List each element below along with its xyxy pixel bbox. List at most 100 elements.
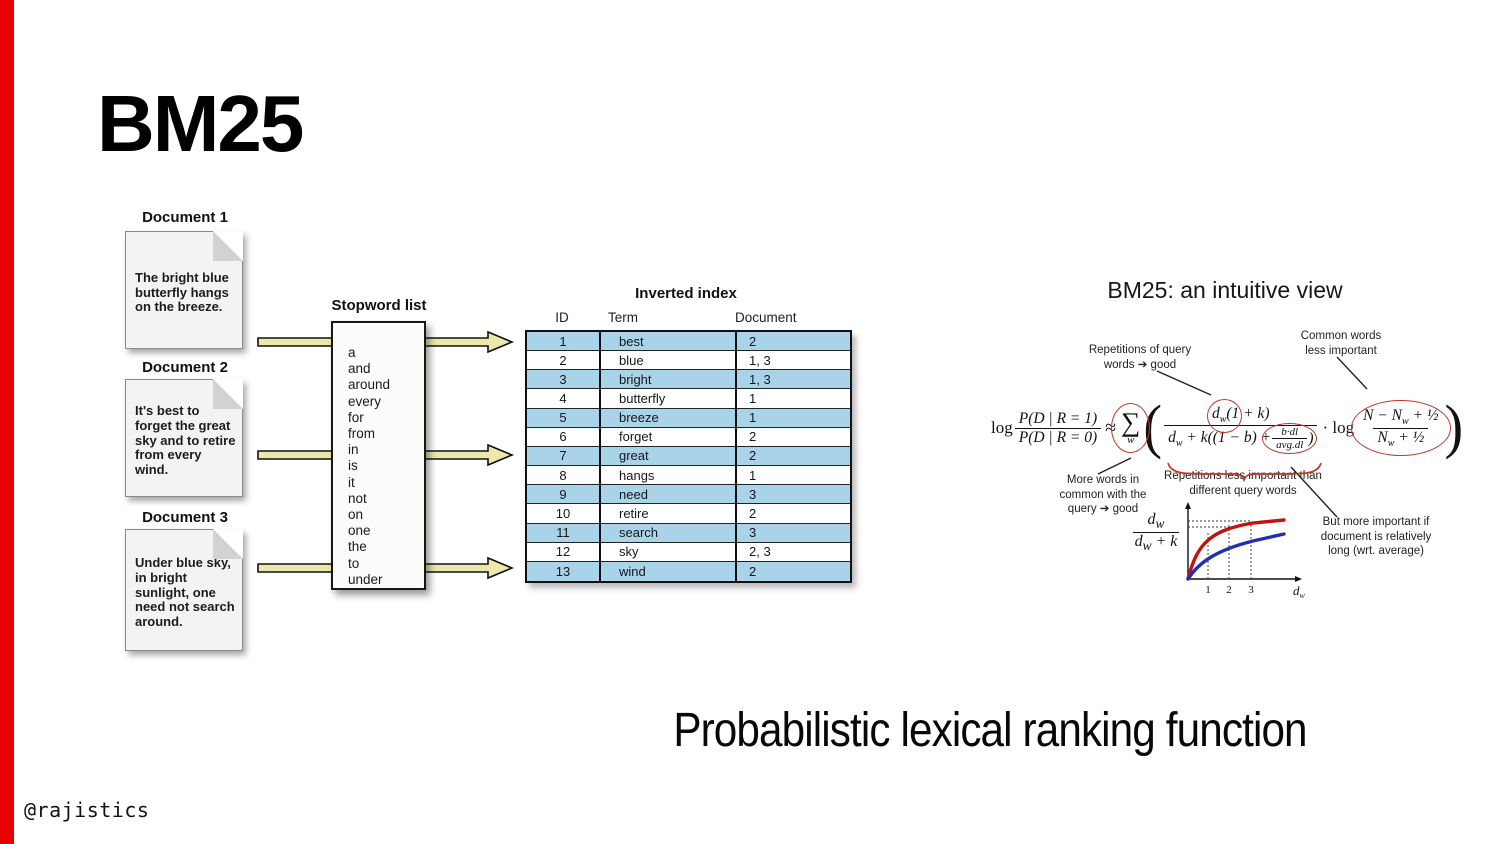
stopword-item: to (348, 555, 360, 571)
table-row: 8 hangs 1 (527, 466, 850, 486)
table-cell: 13 (527, 561, 601, 581)
table-row: 6 forget 2 (527, 427, 850, 447)
stopword-item: for (348, 409, 364, 425)
table-cell: 2, 3 (749, 544, 771, 560)
saturation-graph: 1 2 3 dw (1185, 502, 1306, 600)
annotation-lines (1097, 356, 1368, 518)
table-cell: breeze (601, 408, 737, 427)
annotation-line (1156, 370, 1212, 396)
column-header-id: ID (555, 310, 569, 325)
table-cell: 3 (749, 486, 757, 502)
table-cell: 2 (749, 563, 757, 579)
table-cell: 12 (527, 542, 601, 561)
table-cell: 7 (527, 446, 601, 466)
watermark-handle: @rajistics (24, 798, 150, 822)
probability-ratio-fraction: P(D | R = 1) P(D | R = 0) (1014, 410, 1102, 446)
document-2-text: It's best to forget the great sky and to… (135, 403, 236, 478)
table-cell: butterfly (601, 389, 737, 408)
table-cell: 1 (749, 391, 757, 407)
table-row: 13 wind 2 (527, 561, 850, 581)
table-cell: great (601, 446, 737, 466)
bm25-intuitive-figure: BM25: an intuitive view Repetitions of q… (985, 277, 1465, 612)
column-header-term: Term (608, 310, 638, 325)
table-row: 10 retire 2 (527, 504, 850, 524)
annotation-repetitions-good: Repetitions of query words ➔ good (1088, 344, 1192, 371)
document-1-card: The bright blue butterfly hangs on the b… (125, 231, 243, 349)
approx-symbol: ≈ (1105, 416, 1117, 439)
document-1-text: The bright blue butterfly hangs on the b… (135, 269, 229, 315)
slide-title: BM25 (97, 79, 304, 168)
table-cell: forget (601, 427, 737, 446)
document-1-label: Document 1 (142, 209, 228, 226)
table-cell: hangs (601, 466, 737, 485)
table-cell: bright (601, 370, 737, 389)
document-3-label: Document 3 (142, 509, 228, 526)
table-cell: 2 (749, 505, 757, 521)
table-cell: need (601, 485, 737, 504)
stopword-item: one (348, 523, 371, 539)
stopword-item: a (348, 345, 356, 360)
length-normalization-term: b·dl avg.dl (1262, 423, 1318, 455)
close-paren: ) (1444, 393, 1464, 461)
annotation-line (1290, 466, 1338, 518)
x-tick: 1 (1205, 584, 1211, 596)
table-cell: 1 (749, 467, 757, 483)
table-cell: 9 (527, 485, 601, 504)
document-2-card: It's best to forget the great sky and to… (125, 379, 243, 497)
page-curl-icon (213, 379, 243, 409)
stopword-item: not (348, 490, 367, 506)
stopword-item: on (348, 507, 364, 523)
figure-title: BM25: an intuitive view (1107, 277, 1343, 303)
column-header-document: Document (735, 310, 797, 325)
slide-subtitle: Probabilistic lexical ranking function (673, 704, 1307, 757)
underbrace (1167, 462, 1322, 483)
table-cell: 3 (527, 370, 601, 389)
stopword-item: under (348, 571, 383, 587)
x-tick: 3 (1248, 584, 1254, 596)
stopword-item: is (348, 458, 358, 474)
table-row: 3 bright 1, 3 (527, 370, 850, 390)
table-row: 11 search 3 (527, 523, 850, 543)
stopword-item: every (348, 393, 382, 409)
table-cell: 2 (749, 448, 757, 464)
table-cell: blue (601, 351, 737, 370)
stopword-list-title: Stopword list (331, 297, 427, 314)
table-cell: retire (601, 504, 737, 523)
document-3-text: Under blue sky, in bright sunlight, one … (135, 555, 235, 630)
stopword-list-box: a and around every for from in is it not on one the t… (331, 321, 426, 590)
document-2-label: Document 2 (142, 359, 228, 376)
table-cell: 2 (749, 333, 757, 349)
table-cell: 1, 3 (749, 352, 771, 368)
bm25-formula: log P(D | R = 1) P(D | R = 0) ≈ ∑ w ( dw… (991, 389, 1463, 467)
annotation-common-words: Common words less important (1300, 330, 1382, 357)
table-row: 1 best 2 (527, 332, 850, 352)
idf-term: N − Nw + ½ Nw + ½ (1351, 400, 1451, 456)
table-cell: sky (601, 542, 737, 561)
table-cell: 2 (749, 429, 757, 445)
y-axis-arrow-icon (1185, 502, 1191, 509)
brace-path (1167, 462, 1322, 483)
open-paren: ( (1143, 393, 1163, 461)
table-cell: 11 (527, 523, 601, 542)
table-cell: 1 (749, 410, 757, 426)
stopword-item: around (348, 377, 391, 393)
dw-term: dw (1206, 398, 1243, 434)
table-cell: best (601, 332, 737, 351)
table-cell: 1, 3 (749, 371, 771, 387)
table-row: 4 butterfly 1 (527, 389, 850, 409)
table-cell: 4 (527, 389, 601, 408)
sum-term: ∑ w (1111, 402, 1151, 454)
stopword-item: it (348, 474, 355, 490)
table-cell: 5 (527, 408, 601, 427)
x-axis-arrow-icon (1295, 576, 1302, 582)
stopword-item: and (348, 361, 371, 377)
annotation-line (1097, 457, 1132, 475)
stopword-item: in (348, 442, 359, 458)
table-cell: 6 (527, 427, 601, 446)
table-cell: 8 (527, 466, 601, 485)
table-row: 12 sky 2, 3 (527, 542, 850, 562)
table-row: 9 need 3 (527, 485, 850, 505)
dot-log-operator: · log (1322, 418, 1355, 437)
document-3-card: Under blue sky, in bright sunlight, one … (125, 529, 243, 651)
page-curl-icon (213, 529, 243, 559)
